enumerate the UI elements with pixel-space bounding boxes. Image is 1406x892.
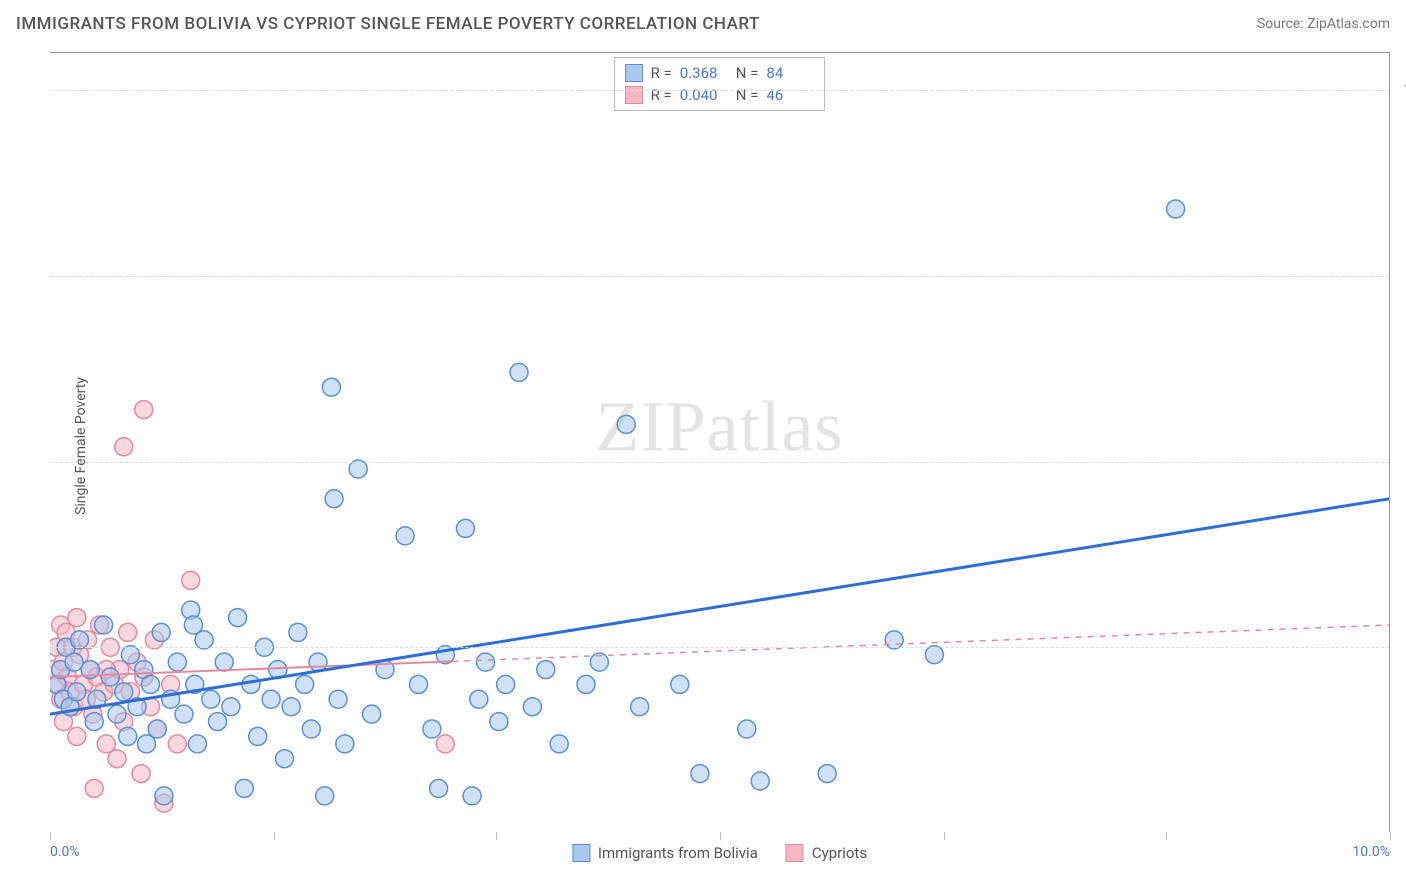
stat-label-n: N = (736, 86, 759, 104)
chart-plot-area: ZIPatlas R = 0.368 N = 84 R = 0.040 N = … (50, 52, 1390, 832)
y-tick-label: 50.0% (1399, 454, 1406, 470)
scatter-plot (50, 53, 1389, 832)
stat-n-bolivia: 84 (766, 64, 814, 82)
stats-row-cypriots: R = 0.040 N = 46 (625, 84, 815, 106)
legend-label: Immigrants from Bolivia (598, 844, 758, 862)
legend: Immigrants from Bolivia Cypriots (572, 844, 867, 862)
stat-r-cypriots: 0.040 (680, 86, 728, 104)
chart-title: IMMIGRANTS FROM BOLIVIA VS CYPRIOT SINGL… (16, 14, 760, 34)
correlation-stats-box: R = 0.368 N = 84 R = 0.040 N = 46 (614, 57, 826, 111)
swatch-cypriots (625, 86, 643, 104)
legend-item-bolivia: Immigrants from Bolivia (572, 844, 758, 862)
swatch-bolivia (572, 844, 590, 862)
stat-n-cypriots: 46 (766, 86, 814, 104)
swatch-bolivia (625, 64, 643, 82)
source-attribution: Source: ZipAtlas.com (1257, 16, 1390, 32)
stat-label-n: N = (736, 64, 759, 82)
legend-label: Cypriots (812, 844, 867, 862)
stat-r-bolivia: 0.368 (680, 64, 728, 82)
stat-label-r: R = (651, 64, 672, 82)
legend-item-cypriots: Cypriots (786, 844, 867, 862)
y-tick-label: 75.0% (1399, 268, 1406, 284)
stats-row-bolivia: R = 0.368 N = 84 (625, 62, 815, 84)
swatch-cypriots (786, 844, 804, 862)
y-tick-label: 25.0% (1399, 639, 1406, 655)
x-tick-label: 10.0% (1352, 844, 1390, 860)
x-tick-label: 0.0% (50, 844, 80, 860)
y-tick-label: 100.0% (1399, 82, 1406, 98)
stat-label-r: R = (651, 86, 672, 104)
